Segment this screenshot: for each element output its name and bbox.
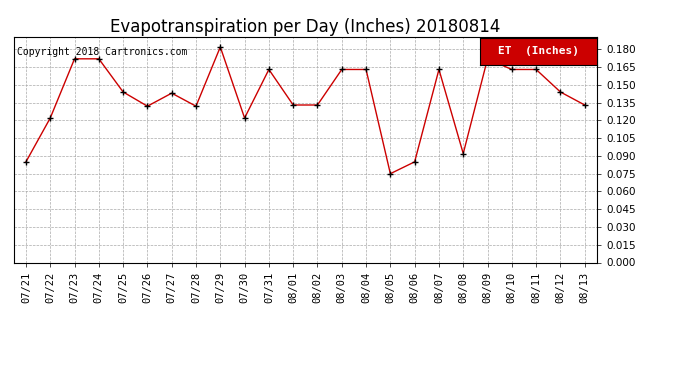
Title: Evapotranspiration per Day (Inches) 20180814: Evapotranspiration per Day (Inches) 2018… [110, 18, 500, 36]
Text: Copyright 2018 Cartronics.com: Copyright 2018 Cartronics.com [17, 47, 188, 57]
